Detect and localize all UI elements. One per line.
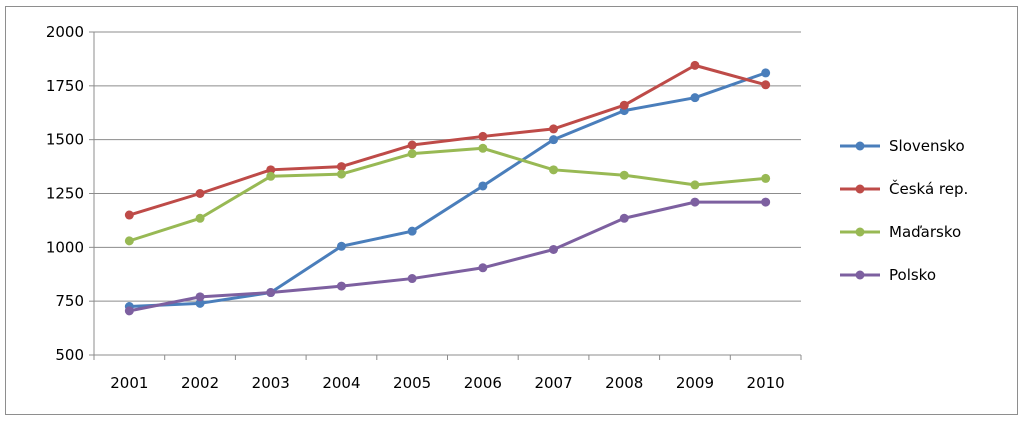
legend-swatch-marker: [855, 227, 865, 237]
data-point: [266, 288, 276, 298]
data-point: [761, 80, 771, 90]
legend-swatch-marker: [855, 141, 865, 151]
data-point: [690, 93, 700, 103]
data-point: [549, 135, 559, 145]
data-point: [266, 165, 276, 175]
data-point: [619, 170, 629, 180]
data-point: [124, 236, 134, 246]
y-tick-label: 2000: [46, 23, 84, 41]
data-point: [195, 189, 205, 198]
x-tick-label: 2008: [605, 374, 643, 392]
data-point: [195, 298, 205, 308]
y-tick-labels: 500 750 1000 1250 1500 1750 2000: [46, 23, 84, 364]
data-point: [690, 60, 700, 70]
data-point: [195, 213, 205, 223]
y-tick-label: 1000: [46, 238, 84, 256]
data-point: [124, 306, 134, 316]
data-point: [478, 181, 488, 191]
data-point: [478, 143, 488, 153]
y-tick-label: 1500: [46, 131, 84, 149]
y-tick-label: 500: [55, 346, 84, 364]
series-line-0: [129, 71, 767, 309]
data-point: [761, 197, 771, 207]
x-tick-label: 2001: [110, 374, 148, 392]
data-point: [407, 226, 417, 236]
y-tick-label: 750: [55, 292, 84, 310]
data-point: [619, 100, 629, 110]
data-point: [336, 169, 346, 179]
data-point: [690, 197, 700, 207]
legend: Slovensko Česká rep. Maďarsko Polsko: [840, 137, 968, 284]
gridlines: [94, 31, 801, 302]
x-tick-labels: 2001 2002 2003 2004 2005 2006 2007 2008 2009 2010: [110, 374, 784, 392]
data-point: [549, 124, 559, 134]
data-point: [761, 173, 771, 183]
y-tick-label: 1250: [46, 185, 84, 203]
x-tick-label: 2009: [676, 374, 714, 392]
x-tick-label: 2003: [252, 374, 290, 392]
legend-label: Česká rep.: [889, 179, 968, 198]
data-point: [124, 210, 134, 220]
data-point: [407, 140, 417, 150]
data-point: [195, 292, 205, 302]
data-point: [478, 263, 488, 273]
legend-label: Maďarsko: [889, 223, 961, 241]
axes: [89, 31, 802, 360]
chart-frame: [5, 6, 1018, 415]
series-line-2: [128, 146, 766, 243]
series-line-3: [129, 200, 766, 313]
data-point: [336, 162, 346, 172]
x-tick-label: 2007: [534, 374, 572, 392]
legend-swatch-marker: [855, 270, 865, 280]
data-point: [549, 165, 559, 175]
series-line-1: [128, 63, 767, 217]
data-point: [478, 131, 488, 141]
legend-swatch-marker: [855, 184, 865, 194]
data-point: [690, 180, 700, 190]
series-group: [124, 60, 771, 316]
x-tick-label: 2010: [747, 374, 785, 392]
legend-label: Polsko: [889, 266, 936, 284]
x-tick-label: 2006: [464, 374, 502, 392]
data-point: [549, 244, 559, 254]
legend-label: Slovensko: [889, 137, 965, 155]
x-tick-label: 2005: [393, 374, 431, 392]
data-point: [407, 274, 417, 284]
x-tick-label: 2004: [322, 374, 360, 392]
y-tick-label: 1750: [46, 77, 84, 95]
data-point: [266, 171, 276, 181]
data-point: [619, 213, 629, 223]
data-point: [407, 149, 417, 159]
data-point: [761, 68, 771, 78]
data-point: [336, 281, 346, 291]
data-point: [336, 241, 346, 251]
x-tick-label: 2002: [181, 374, 219, 392]
